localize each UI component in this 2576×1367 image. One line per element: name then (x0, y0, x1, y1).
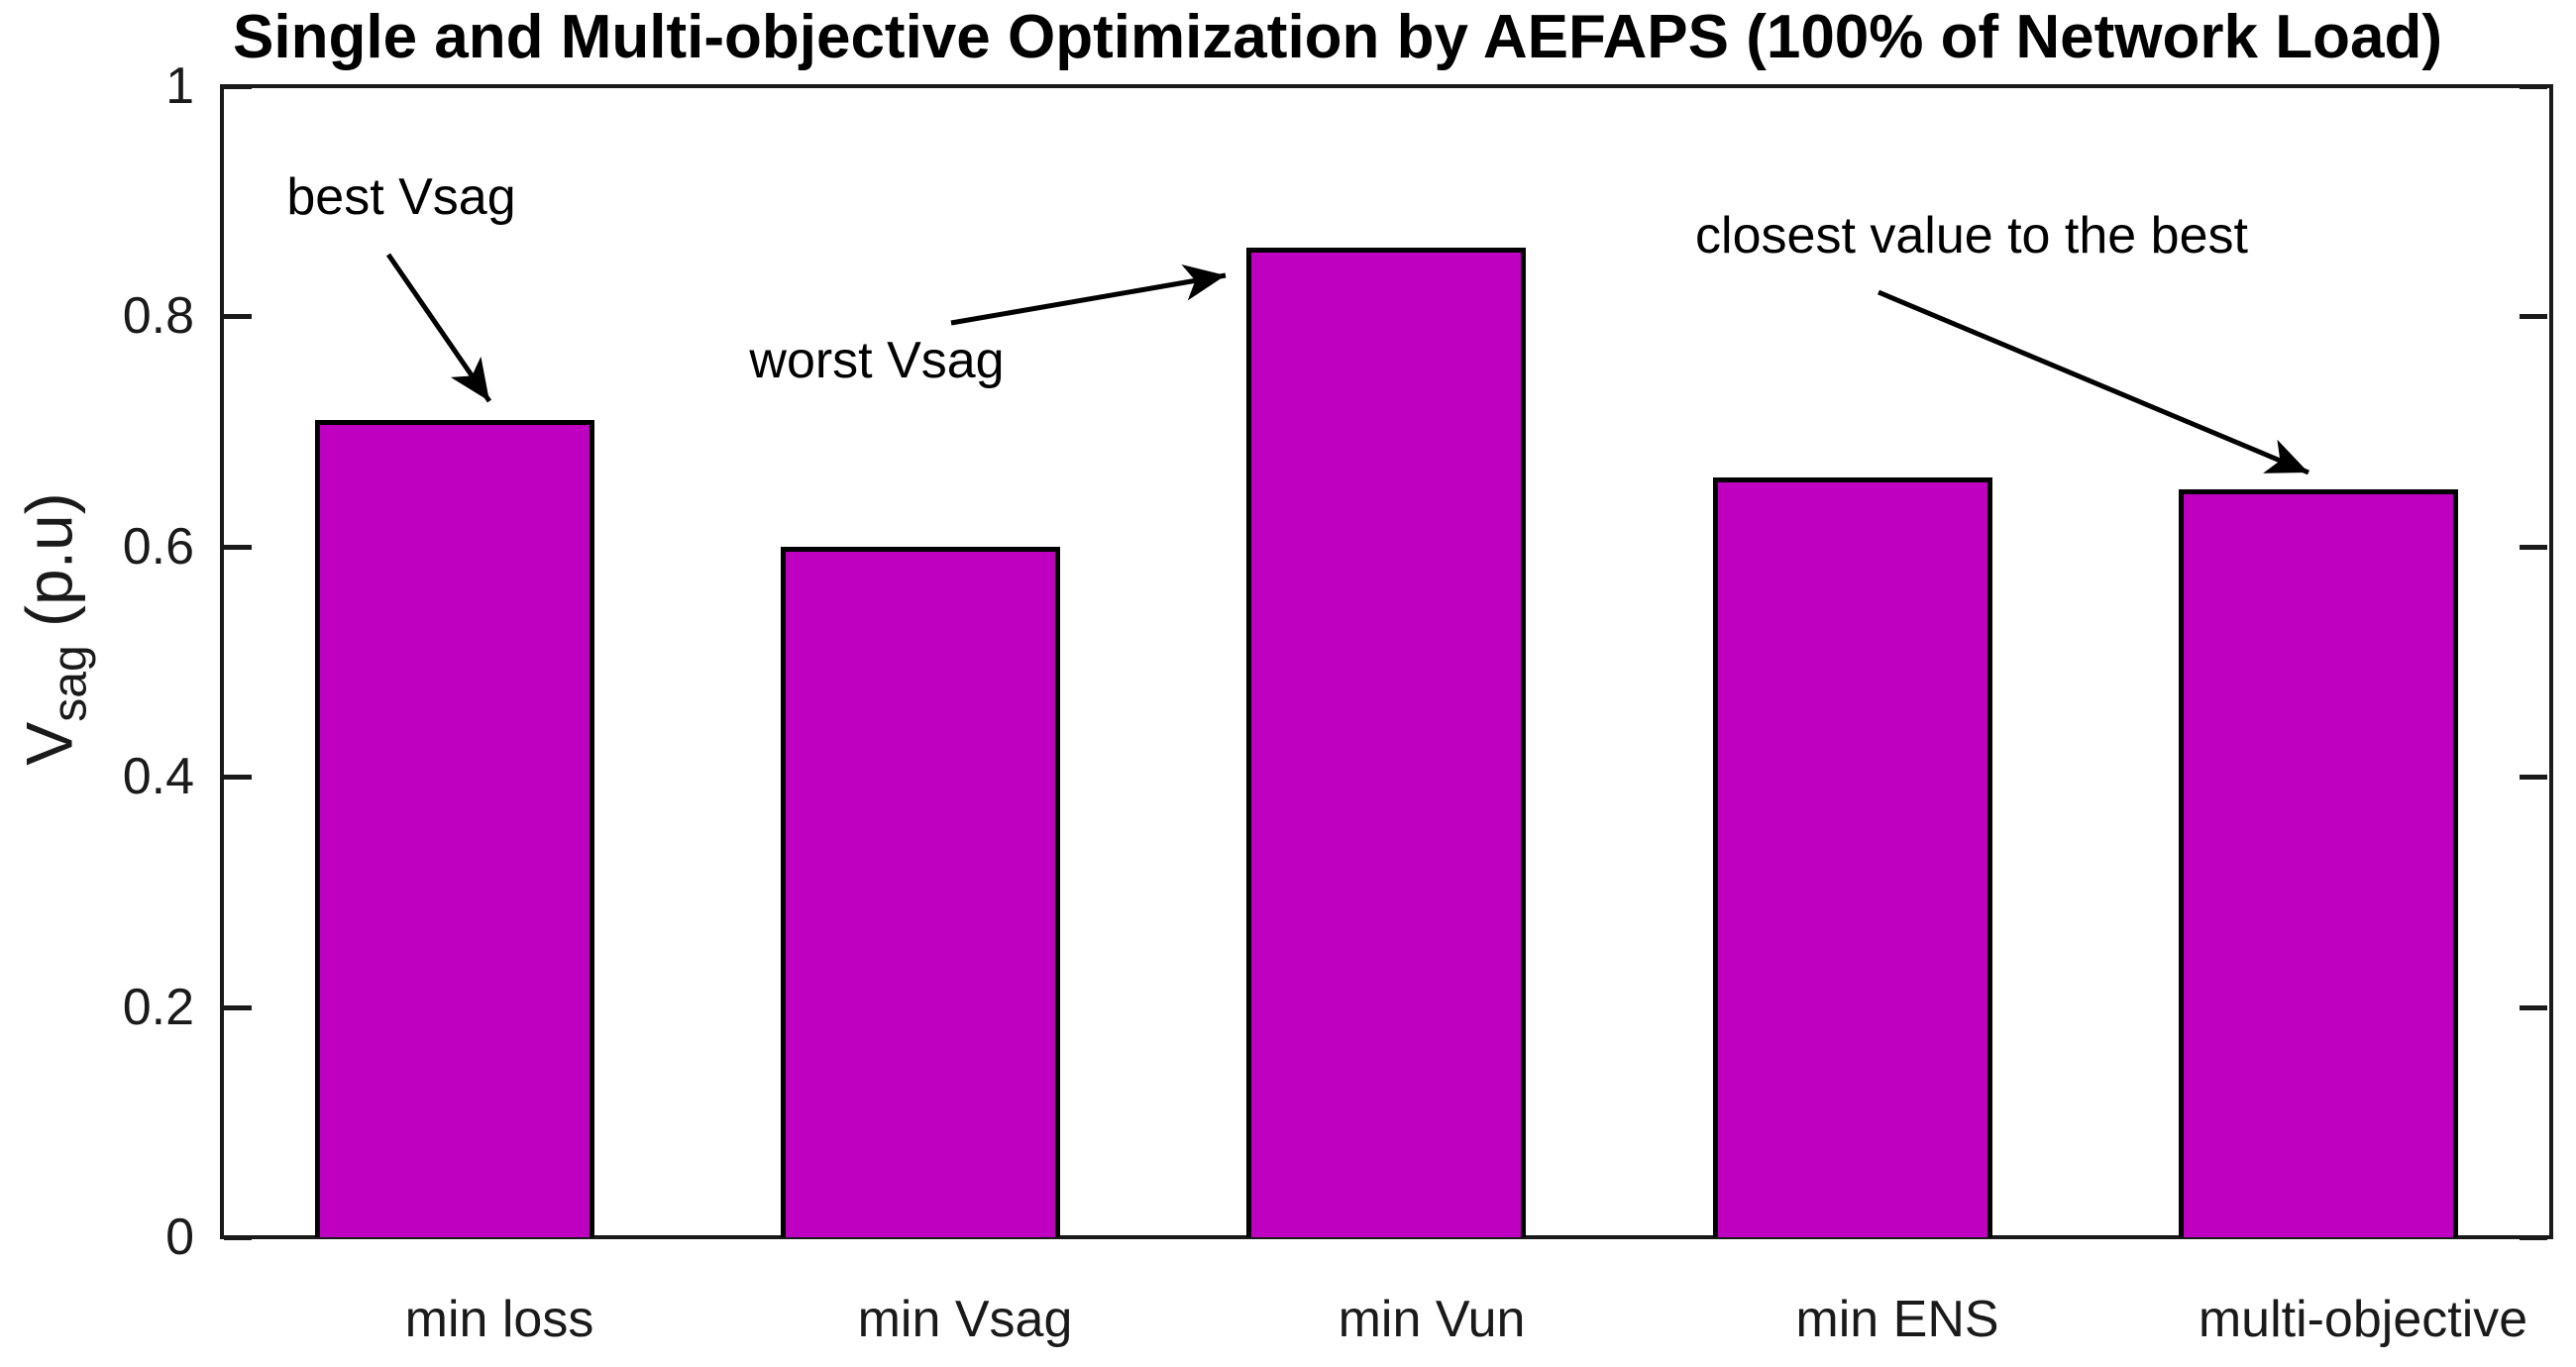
y-tick-label: 0.2 (122, 979, 194, 1036)
bar-multi-objective (2179, 489, 2458, 1237)
y-tick-mark-right (2520, 775, 2547, 780)
y-tick-mark-right (2520, 84, 2547, 89)
x-tick-label-multi-objective: multi-objective (2198, 1291, 2528, 1348)
y-tick-mark-right (2520, 1005, 2547, 1010)
y-tick-mark-left (224, 1005, 252, 1010)
plot-box (220, 84, 2553, 1239)
x-tick-label-min-vun: min Vun (1338, 1291, 1526, 1348)
bar-min-loss (315, 420, 594, 1237)
annotation-best-vsag: best Vsag (286, 168, 516, 226)
y-tick-mark-left (224, 314, 252, 319)
y-tick-mark-left (224, 1235, 252, 1240)
x-tick-label-min-loss: min loss (404, 1291, 594, 1348)
chart-title: Single and Multi-objective Optimization … (233, 3, 2442, 71)
bar-min-ens (1713, 477, 1992, 1237)
bar-min-vun (1246, 248, 1526, 1237)
y-tick-mark-right (2520, 545, 2547, 550)
y-tick-mark-left (224, 775, 252, 780)
x-tick-label-min-ens: min ENS (1795, 1291, 1999, 1348)
y-tick-mark-right (2520, 314, 2547, 319)
y-tick-mark-right (2520, 1235, 2547, 1240)
y-tick-label: 0 (165, 1209, 194, 1266)
y-tick-label: 0.4 (122, 748, 194, 805)
bar-min-vsag (781, 547, 1060, 1237)
y-tick-label: 0.6 (122, 518, 194, 576)
y-tick-label: 1 (165, 57, 194, 115)
y-tick-mark-left (224, 84, 252, 89)
y-axis-label-subscript: sag (44, 645, 97, 722)
annotation-closest-value-to-the-best: closest value to the best (1695, 207, 2248, 264)
x-tick-label-min-vsag: min Vsag (857, 1291, 1073, 1348)
y-tick-label: 0.8 (122, 287, 194, 345)
annotation-worst-vsag: worst Vsag (749, 332, 1005, 389)
y-tick-mark-left (224, 545, 252, 550)
